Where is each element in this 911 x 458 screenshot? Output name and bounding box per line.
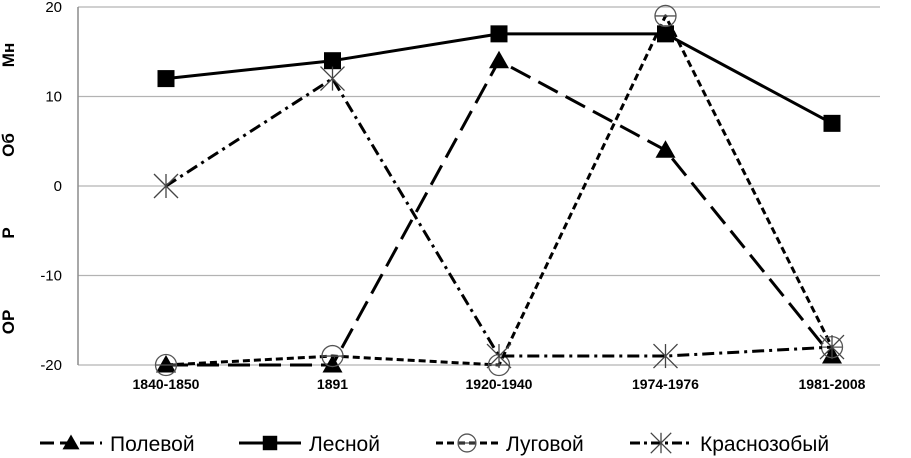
legend-item: Полевой <box>40 433 195 456</box>
data-point <box>653 343 678 369</box>
side-labels: Мн Об Р ОР <box>0 43 18 335</box>
legend-label: Краснозобый <box>700 433 829 456</box>
legend-swatch <box>239 435 301 451</box>
series-square <box>157 25 841 132</box>
series-line <box>165 77 833 358</box>
side-label: Мн <box>0 43 18 67</box>
y-tick-label: 10 <box>45 89 62 106</box>
legend-marker <box>262 435 278 451</box>
gridlines <box>78 6 880 366</box>
data-point <box>157 70 175 88</box>
legend-marker <box>457 433 477 453</box>
legend-swatch <box>436 433 498 453</box>
x-category-label: 1981-2008 <box>799 376 866 392</box>
y-tick-label: -10 <box>40 268 62 285</box>
data-point <box>324 52 341 70</box>
data-point <box>654 4 677 28</box>
y-tick-label: -20 <box>40 357 62 374</box>
data-point <box>153 173 179 199</box>
legend-label: Лесной <box>309 433 380 456</box>
data-point <box>657 25 674 43</box>
legend-label: Луговой <box>506 433 584 456</box>
data-point <box>489 50 509 69</box>
y-tick-labels: -20 -10 0 10 20 <box>40 0 62 374</box>
data-point <box>154 353 178 377</box>
x-category-label: 1920-1940 <box>466 376 533 392</box>
series <box>153 4 845 377</box>
side-label: Об <box>0 133 18 157</box>
y-tick-label: 0 <box>54 178 62 195</box>
data-point <box>486 343 512 369</box>
series-asterisk <box>153 66 845 369</box>
legend-swatch <box>630 432 692 454</box>
series-line <box>165 32 833 125</box>
data-point <box>819 334 845 360</box>
legend-label: Полевой <box>110 433 195 456</box>
legend-item: Лесной <box>239 433 380 456</box>
series-triangle <box>156 50 842 373</box>
side-label: ОР <box>0 310 18 335</box>
legend-marker <box>650 432 672 454</box>
x-category-label: 1840-1850 <box>133 376 200 392</box>
x-category-label: 1974-1976 <box>632 376 699 392</box>
x-category-labels: 1840-1850 1891 1920-1940 1974-1976 1981-… <box>133 376 866 392</box>
x-category-label: 1891 <box>317 376 348 392</box>
data-point <box>490 25 508 43</box>
data-point <box>655 140 676 158</box>
data-point <box>321 344 344 368</box>
series-line <box>166 59 834 367</box>
legend-item: Луговой <box>436 433 584 456</box>
side-label: Р <box>0 227 18 238</box>
data-point <box>823 114 841 132</box>
legend-swatch <box>40 434 102 450</box>
legend: Полевой Лесной Луговой Краснозобый <box>40 432 829 456</box>
legend-item: Краснозобый <box>630 432 829 456</box>
data-point <box>322 355 343 373</box>
data-point <box>320 66 345 92</box>
y-tick-label: 20 <box>45 0 62 16</box>
legend-marker <box>62 434 80 450</box>
